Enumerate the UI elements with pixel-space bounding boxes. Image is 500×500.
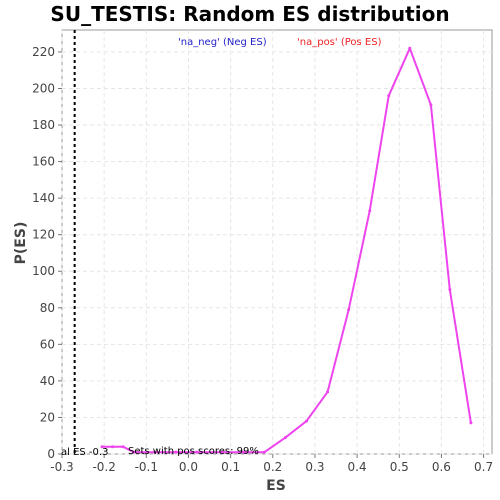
annotation-sets-pos: Sets with pos scores: 99% <box>128 446 259 457</box>
data-point <box>132 450 136 454</box>
data-point <box>429 103 433 107</box>
data-point <box>387 94 391 98</box>
data-point <box>469 421 473 425</box>
data-point <box>111 445 115 449</box>
x-axis-title: ES <box>266 478 286 494</box>
data-point <box>174 450 178 454</box>
y-tick-label: 40 <box>40 374 55 388</box>
x-tick-label: 0.6 <box>432 460 451 474</box>
y-tick-label: 180 <box>32 118 55 132</box>
x-tick-label: 0.1 <box>221 460 240 474</box>
data-point <box>195 450 199 454</box>
series-line-0 <box>102 47 472 454</box>
x-tick-label: 0.2 <box>263 460 282 474</box>
y-tick-label: 160 <box>32 155 55 169</box>
x-tick-label: -0.2 <box>92 460 115 474</box>
data-point <box>283 436 287 440</box>
y-axis-ticks: 0 20 40 60 80 100 120 140 160 180 200 220 <box>32 45 62 461</box>
grid <box>61 30 492 455</box>
x-tick-label: 0.7 <box>474 460 493 474</box>
data-point <box>241 450 245 454</box>
legend-entry-pos: 'na_pos' (Pos ES) <box>297 37 382 48</box>
data-point <box>262 450 266 454</box>
plot-area <box>61 29 493 455</box>
legend-entry-neg: 'na_neg' (Neg ES) <box>178 37 267 48</box>
data-point <box>448 288 452 292</box>
data-point <box>326 390 330 394</box>
data-point <box>368 209 372 213</box>
x-tick-label: -0.1 <box>135 460 158 474</box>
y-tick-label: 20 <box>40 410 55 424</box>
x-tick-label: 0.3 <box>305 460 324 474</box>
y-tick-label: 220 <box>32 45 55 59</box>
chart-title: SU_TESTIS: Random ES distribution <box>50 2 449 26</box>
data-point <box>121 445 125 449</box>
x-tick-label: 0.4 <box>348 460 367 474</box>
x-tick-label: -0.3 <box>50 460 73 474</box>
y-tick-label: 100 <box>32 264 55 278</box>
data-point <box>100 445 104 449</box>
annotation-left: al ES -0.3 <box>61 447 108 458</box>
y-tick-label: 60 <box>40 337 55 351</box>
data-point <box>347 308 351 312</box>
x-tick-label: 0.5 <box>390 460 409 474</box>
x-axis-ticks: -0.3 -0.2 -0.1 0.0 0.1 0.2 0.3 0.4 0.5 0.6 0.7 <box>50 454 493 474</box>
y-tick-label: 80 <box>40 301 55 315</box>
series-layer <box>100 46 473 454</box>
y-tick-label: 120 <box>32 228 55 242</box>
data-point <box>153 450 157 454</box>
x-tick-label: 0.0 <box>179 460 198 474</box>
y-axis-title: P(ES) <box>13 222 29 265</box>
y-tick-label: 200 <box>32 81 55 95</box>
data-point <box>408 46 412 50</box>
data-point <box>220 450 224 454</box>
data-point <box>305 419 309 423</box>
y-tick-label: 0 <box>47 447 55 461</box>
y-tick-label: 140 <box>32 191 55 205</box>
